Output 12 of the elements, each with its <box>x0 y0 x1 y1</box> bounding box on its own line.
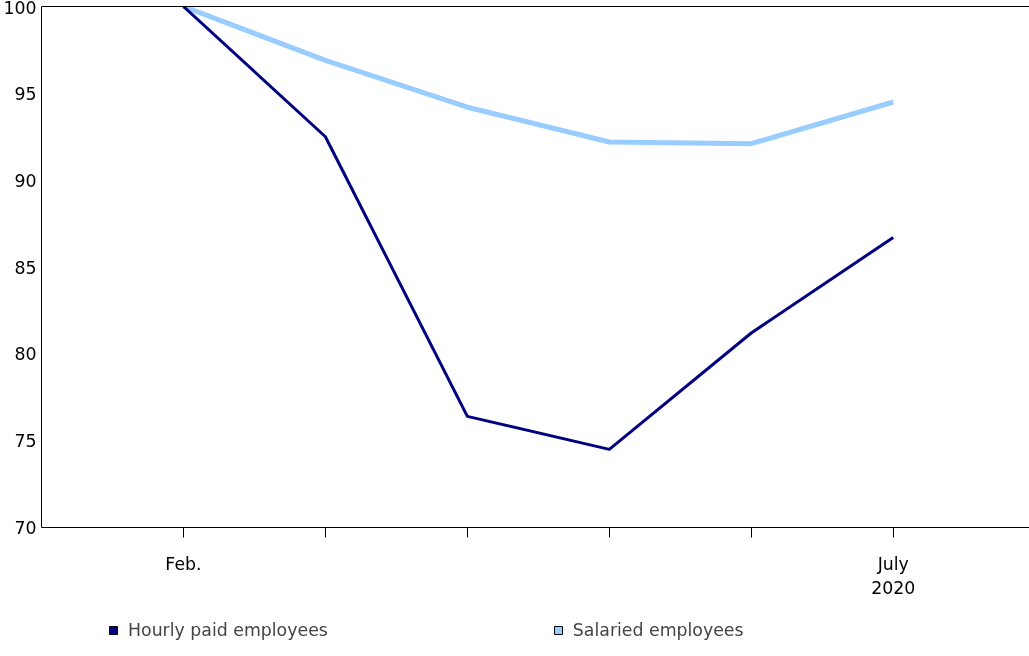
y-tick-label: 100 <box>3 0 37 18</box>
y-tick-label: 90 <box>14 170 37 191</box>
y-tick-label: 85 <box>14 257 37 278</box>
y-tick-label: 95 <box>14 83 37 104</box>
legend-label: Hourly paid employees <box>128 620 328 640</box>
legend-label: Salaried employees <box>572 620 744 640</box>
y-tick-label: 70 <box>14 518 37 538</box>
y-tick-label: 80 <box>14 344 37 365</box>
y-tick-label: 75 <box>14 431 37 452</box>
x-tick-label: July 2020 <box>871 553 916 598</box>
x-tick-label: Feb. <box>165 553 202 574</box>
line-series <box>181 6 895 451</box>
